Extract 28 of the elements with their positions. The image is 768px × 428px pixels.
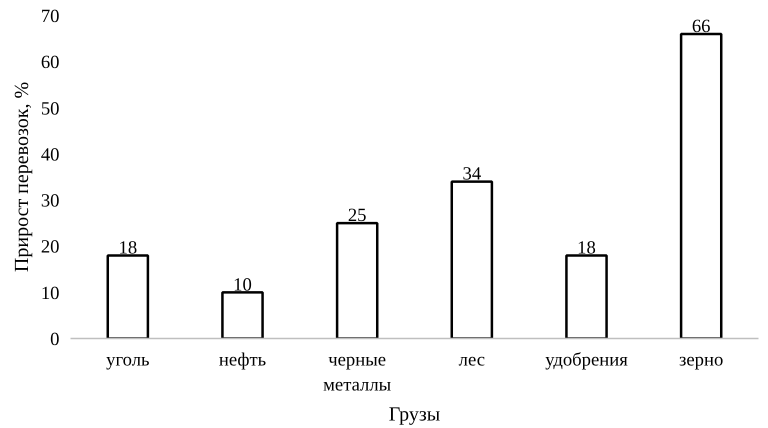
data-label: 10 [233, 274, 252, 296]
data-label: 34 [462, 164, 482, 185]
y-tick-label: 60 [40, 52, 60, 74]
data-label: 18 [577, 237, 596, 258]
x-axis-title: Грузы [388, 404, 440, 426]
bar [565, 254, 608, 338]
y-axis-title: Прирост перевозок, % [10, 82, 33, 272]
x-tick-label: уголь [106, 350, 150, 370]
y-tick-label: 20 [40, 236, 60, 258]
x-tick-label: черные металлы [323, 350, 392, 396]
y-tick-label: 40 [40, 144, 60, 166]
y-tick-label: 10 [40, 282, 60, 304]
bar [106, 254, 150, 338]
y-tick-label: 30 [40, 190, 60, 212]
y-tick-label: 50 [40, 98, 60, 120]
x-tick-label: лес [458, 350, 486, 370]
bar [450, 180, 494, 338]
data-label: 18 [118, 237, 138, 258]
y-tick-label: 0 [50, 329, 60, 350]
data-label: 25 [348, 205, 366, 226]
x-tick-label: нефть [218, 350, 266, 370]
x-tick-label: зерно [679, 350, 724, 370]
y-tick-label: 70 [40, 6, 60, 27]
x-tick-label: удобрения [545, 350, 628, 370]
bar [336, 222, 378, 338]
data-label: 66 [692, 16, 710, 37]
bar [680, 32, 722, 338]
bar [221, 291, 264, 338]
